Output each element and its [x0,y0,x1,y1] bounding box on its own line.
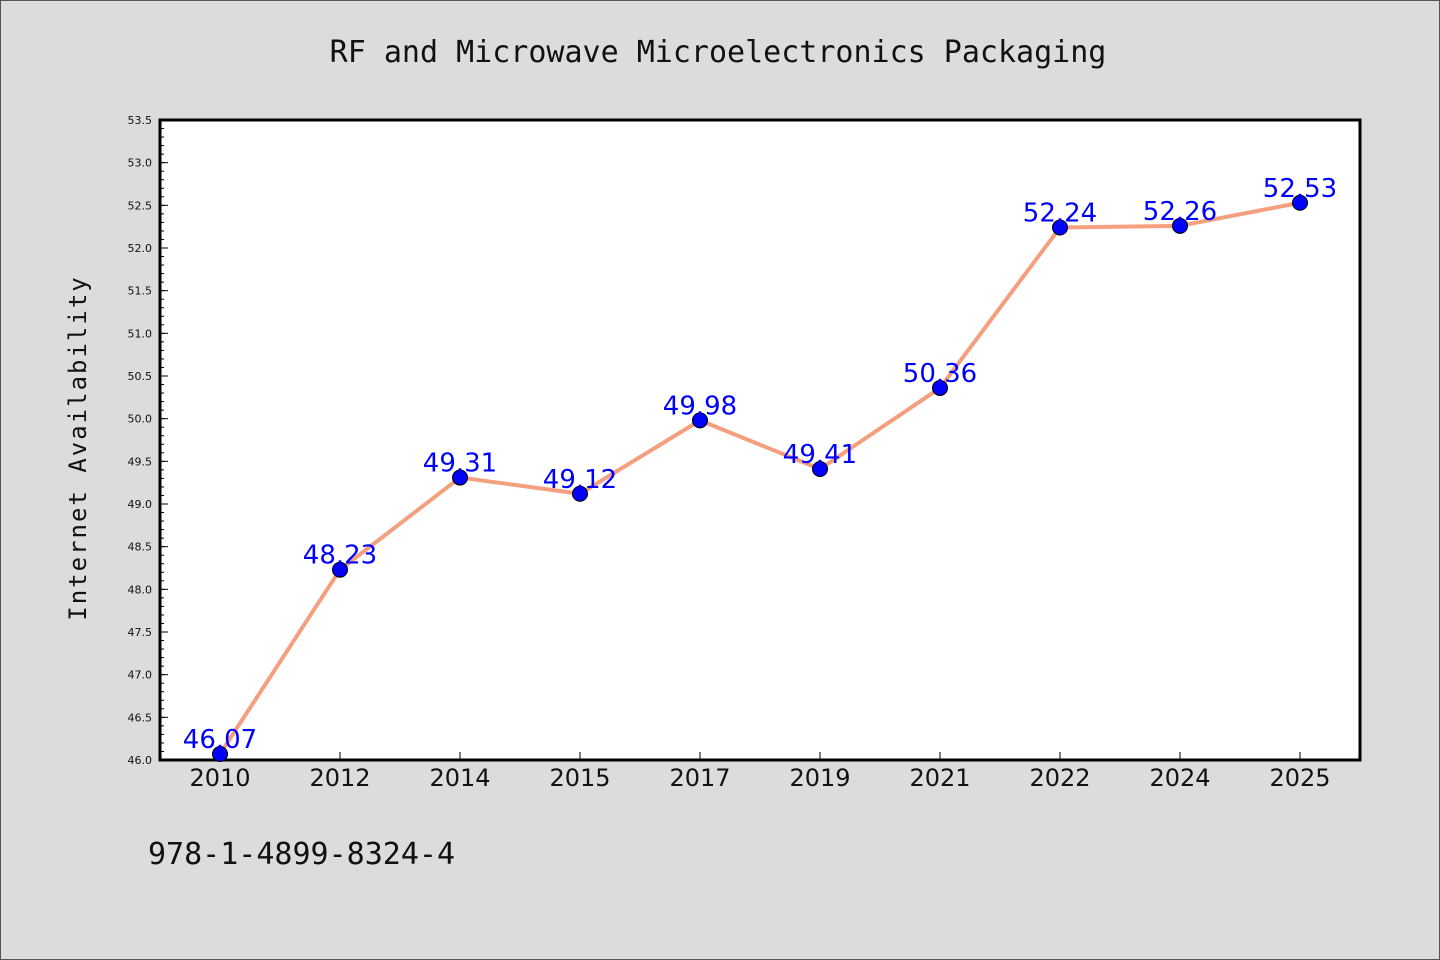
x-tick-label: 2012 [309,764,370,792]
y-tick-label: 46.5 [128,711,153,724]
data-label: 52.53 [1263,174,1337,204]
x-tick-label: 2024 [1149,764,1210,792]
y-tick-label: 49.0 [128,498,153,511]
y-axis: 46.0 46.5 47.0 47.5 48.0 48.5 49.0 49.5 50.0 50.5… [128,114,168,767]
data-label: 49.31 [423,449,497,479]
data-markers [212,194,1308,763]
data-point [932,379,948,396]
data-label: 46.07 [183,725,257,755]
data-label: 49.12 [543,465,617,495]
y-tick-label: 52.5 [128,199,153,212]
data-point [212,746,228,763]
x-axis: 2010 2012 2014 2015 2017 2019 2021 2022 2024 2025 [189,752,1331,792]
y-tick-label: 46.0 [128,754,153,767]
data-label: 48.23 [303,541,377,571]
series-line [218,200,1301,756]
chart-title: RF and Microwave Microelectronics Packag… [330,35,1107,70]
x-tick-label: 2014 [429,764,490,792]
data-point [692,412,708,429]
y-tick-label: 47.5 [128,626,153,639]
x-tick-label: 2015 [549,764,610,792]
data-point [452,469,468,486]
y-tick-label: 48.5 [128,541,153,554]
data-label: 52.24 [1023,199,1097,229]
data-label: 52.26 [1143,197,1217,227]
data-label: 49.41 [783,440,857,470]
data-point [812,461,828,478]
y-tick-label: 49.5 [128,455,153,468]
x-tick-label: 2019 [789,764,850,792]
y-tick-label: 51.0 [128,327,153,340]
x-tick-label: 2021 [909,764,970,792]
data-label: 50.36 [903,359,977,389]
x-tick-label: 2022 [1029,764,1090,792]
y-tick-label: 51.5 [128,285,153,298]
x-tick-label: 2010 [189,764,250,792]
y-tick-label: 53.0 [128,157,153,170]
data-point [1292,194,1308,211]
data-label: 49.98 [663,391,737,421]
data-point [332,561,348,578]
y-tick-label: 52.0 [128,242,153,255]
data-point [1052,219,1068,236]
footnote-isbn: 978-1-4899-8324-4 [148,837,455,872]
x-tick-label: 2017 [669,764,730,792]
y-tick-label: 50.5 [128,370,153,383]
y-tick-label: 47.0 [128,669,153,682]
y-axis-label: Internet Availability [64,275,92,620]
data-point [572,485,588,502]
data-labels: 46.07 48.23 49.31 49.12 49.98 49.41 50.36 52.24… [183,174,1337,755]
y-tick-label: 48.0 [128,583,153,596]
y-tick-label: 53.5 [128,114,153,127]
data-point [1172,217,1188,234]
x-tick-label: 2025 [1269,764,1330,792]
y-tick-label: 50.0 [128,413,153,426]
